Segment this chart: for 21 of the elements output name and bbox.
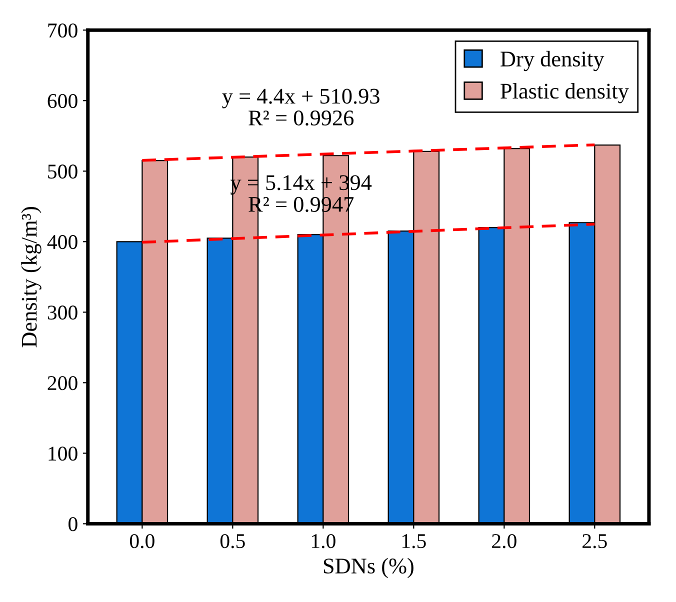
y-axis-title: Density (kg/m³) bbox=[21, 206, 42, 348]
legend-label: Plastic density bbox=[500, 83, 629, 104]
x-tick-label: 2.0 bbox=[492, 534, 516, 548]
y-tick-label: 600 bbox=[48, 94, 78, 108]
x-axis-title: SDNs (%) bbox=[324, 558, 414, 578]
line-series bbox=[140, 222, 596, 244]
legend-label: Dry density bbox=[500, 50, 604, 72]
x-tick-label: 2.5 bbox=[582, 534, 607, 548]
x-tick-label: 1.5 bbox=[402, 534, 426, 548]
annotation: y = 4.4x + 510.93 R² = 0.9926 bbox=[222, 88, 380, 126]
x-tick-label: 1.0 bbox=[312, 534, 336, 548]
y-tick-label: 500 bbox=[48, 164, 78, 179]
y-tick-label: 400 bbox=[47, 235, 78, 250]
y-tick-label: 0 bbox=[68, 517, 78, 532]
line-series bbox=[140, 143, 596, 162]
x-tick-label: 0.0 bbox=[130, 534, 154, 548]
y-tick-label: 200 bbox=[48, 376, 78, 390]
y-tick-label: 100 bbox=[48, 446, 78, 461]
y-tick-label: 700 bbox=[48, 23, 78, 38]
x-tick-label: 0.5 bbox=[220, 534, 245, 548]
y-tick-label: 300 bbox=[48, 306, 78, 320]
